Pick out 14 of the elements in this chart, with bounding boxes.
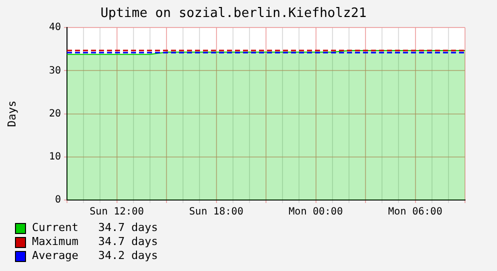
- y-axis-title: Days: [5, 100, 18, 128]
- x-tick-label: Mon 00:00: [288, 206, 343, 218]
- y-tick-label: 20: [48, 108, 61, 120]
- x-tick-label: Sun 18:00: [189, 206, 244, 218]
- y-tick-label: 40: [48, 22, 61, 34]
- x-tick-label: Sun 12:00: [90, 206, 144, 218]
- legend-label: Current 34.7 days: [32, 221, 158, 235]
- chart-title: Uptime on sozial.berlin.Kiefholz21: [100, 6, 367, 22]
- y-tick-label: 30: [48, 65, 61, 76]
- x-tick-label: Mon 06:00: [388, 206, 442, 218]
- y-tick-label: 0: [54, 194, 61, 206]
- legend-label: Maximum 34.7 days: [32, 235, 158, 249]
- y-tick-label: 10: [48, 151, 61, 162]
- legend-label: Average 34.2 days: [32, 249, 158, 263]
